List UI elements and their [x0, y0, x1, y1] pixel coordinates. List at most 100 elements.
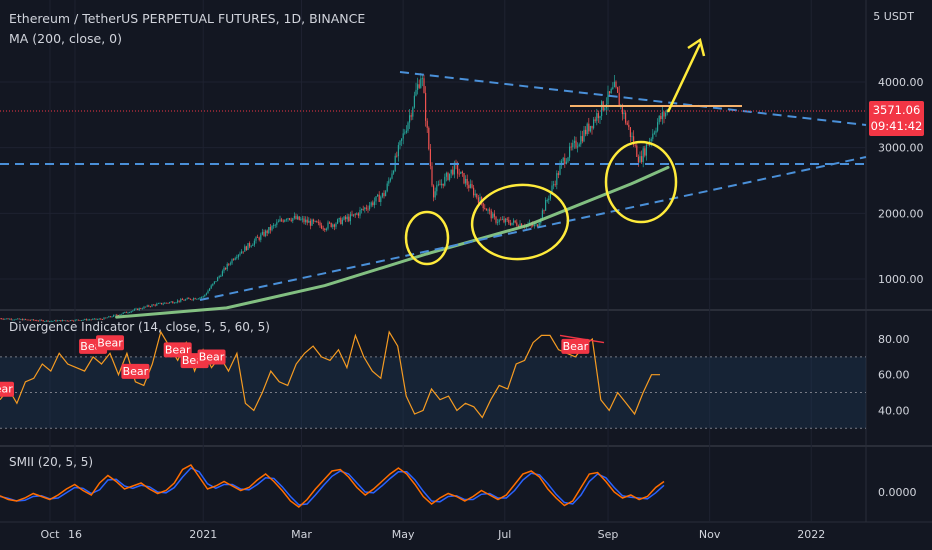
bear-label: Bear [96, 335, 124, 351]
candle-body [373, 201, 375, 206]
candle-body [273, 225, 275, 226]
candle-body [295, 216, 297, 220]
candle-body [573, 140, 575, 143]
candle-body [289, 218, 291, 220]
candle-body [514, 220, 516, 223]
candle-body [36, 320, 38, 322]
candle-body [161, 302, 163, 305]
candle-body [353, 214, 355, 216]
candle-body [90, 319, 92, 321]
candle-body [442, 183, 444, 186]
candle-body [399, 140, 401, 146]
candle-body [348, 216, 350, 222]
candle-body [434, 191, 436, 198]
candle-body [285, 219, 287, 221]
candle-body [401, 138, 403, 141]
candle-body [0, 318, 1, 320]
candle-body [653, 132, 655, 134]
candle-body [593, 119, 595, 129]
candle-body [381, 193, 383, 197]
candle-body [314, 220, 316, 222]
candle-body [41, 319, 43, 321]
time-axis-label: Sep [598, 528, 619, 541]
candle-body [319, 222, 321, 226]
candle-body [501, 219, 503, 220]
candle-body [245, 246, 247, 251]
candle-body [361, 208, 363, 210]
bear-label-box [96, 335, 124, 351]
candle-body [204, 294, 206, 297]
candle-body [349, 214, 351, 222]
candle-body [553, 184, 555, 186]
bar-countdown: 09:41:42 [870, 119, 923, 133]
candle-body [193, 298, 195, 300]
candle-body [300, 219, 302, 221]
candle-body [279, 219, 281, 222]
candle-body [428, 127, 430, 150]
candle-body [159, 302, 161, 304]
candle-body [492, 213, 494, 219]
candle-body [242, 251, 244, 253]
candle-body [591, 125, 593, 129]
candle-body [17, 318, 19, 320]
candle-body [647, 144, 649, 146]
candle-body [269, 227, 271, 231]
price-axis-label: 4000.00 [878, 76, 924, 89]
candle-body [538, 222, 540, 227]
candle-body [551, 185, 553, 193]
candle-body [301, 218, 303, 220]
candle-body [167, 302, 169, 304]
candle-body [127, 312, 129, 314]
candle-body [255, 237, 257, 241]
time-axis-label: May [392, 528, 415, 541]
candle-body [66, 320, 68, 322]
candle-body [284, 219, 286, 222]
candle-body [665, 112, 667, 117]
candle-body [151, 304, 153, 307]
candle-body [661, 112, 663, 120]
bear-label-box [561, 338, 590, 354]
candle-body [580, 136, 582, 145]
candle-body [213, 281, 215, 284]
candle-body [18, 318, 20, 320]
candle-body [65, 320, 67, 322]
candle-body [341, 219, 343, 225]
candle-body [639, 156, 641, 163]
annotation-ellipse [470, 183, 570, 261]
time-axis-label: 16 [68, 528, 82, 541]
candle-body [49, 321, 51, 322]
candle-body [386, 183, 388, 192]
candle-body [130, 311, 132, 313]
candle-body [229, 263, 231, 265]
candle-body [546, 200, 548, 201]
candle-body [612, 87, 614, 89]
candle-body [423, 78, 425, 94]
candle-body [452, 169, 454, 175]
candle-body [351, 214, 353, 216]
divergence-axis-label: 60.00 [878, 369, 910, 382]
candle-body [377, 194, 379, 197]
candle-body [55, 320, 57, 322]
candle-body [29, 319, 31, 321]
candle-body [417, 84, 419, 90]
candle-body [87, 319, 89, 321]
candle-body [309, 220, 311, 226]
candle-body [5, 318, 7, 320]
candle-body [562, 157, 564, 162]
candle-body [34, 320, 36, 321]
candle-body [165, 302, 167, 304]
candle-body [9, 318, 11, 320]
bear-label-text: Bear [563, 340, 589, 353]
candle-body [258, 237, 260, 240]
candle-body [449, 173, 451, 180]
candle-body [657, 122, 659, 131]
smii-signal-line [0, 467, 665, 506]
candle-body [433, 185, 435, 198]
candle-body [476, 193, 478, 198]
candle-body [71, 320, 73, 321]
candle-body [45, 320, 47, 322]
candle-body [583, 129, 585, 142]
candle-body [311, 219, 313, 226]
currency-unit-label[interactable]: 5 USDT [873, 10, 914, 23]
